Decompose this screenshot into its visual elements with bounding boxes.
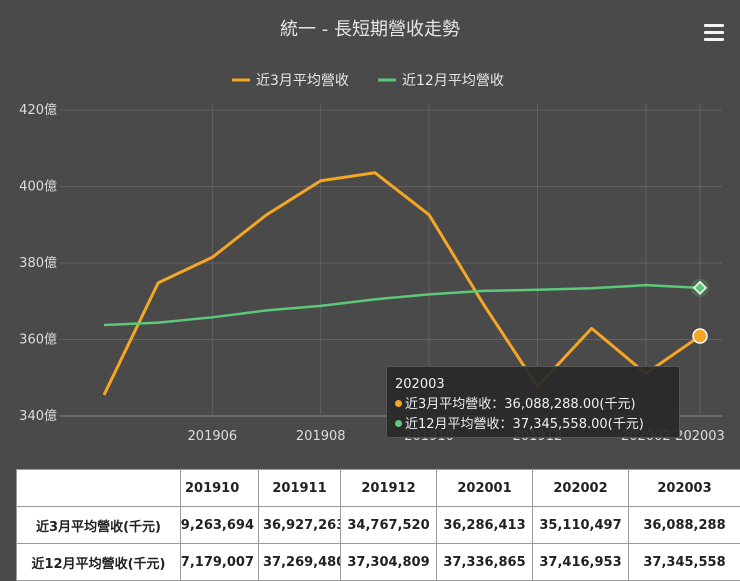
tooltip-row-12m: 近12月平均營收：37,345,558.00(千元) [395,415,671,435]
y-tick-label: 360億 [19,332,57,348]
series-dot-icon [395,400,402,407]
x-tick-label: 201906 [188,429,238,444]
chart-area: 統一 - 長短期營收走勢 近3月平均營收 近12月平均營收 340億 360億 380… [0,0,740,450]
hamburger-menu-icon[interactable] [704,24,724,42]
table-cell: 37,416,953 [533,544,629,581]
data-table: 201910 201911 201912 202001 202002 20200… [16,469,740,581]
table-header-cell [17,470,181,507]
table-cell: 37,304,809 [341,544,437,581]
y-tick-label: 420億 [19,102,57,118]
table-header-cell: 201912 [341,470,437,507]
x-tick-label: 201908 [296,429,346,444]
y-tick-label: 340億 [19,408,57,424]
table-row: 近12月平均營收(千元) 37,179,007 37,269,480 37,30… [17,544,740,581]
table-cell: 36,286,413 [437,507,533,544]
table-cell: 37,345,558 [629,544,740,581]
table-cell: 36,927,263 [259,507,341,544]
table-cell: 35,110,497 [533,507,629,544]
legend-label: 近3月平均營收 [256,73,349,89]
series-line-12m [104,285,700,325]
table-header-cell: 202003 [629,470,740,507]
table-cell: 34,767,520 [341,507,437,544]
table-cell: 36,088,288 [629,507,740,544]
table-row-label: 近3月平均營收(千元) [17,507,181,544]
table-row-label: 近12月平均營收(千元) [17,544,181,581]
y-tick-label: 400億 [19,179,57,195]
legend-item-12m: 近12月平均營收 [378,73,504,89]
tooltip-title: 202003 [395,375,671,395]
table-header-cell: 201911 [259,470,341,507]
table-cell: 37,269,480 [259,544,341,581]
tooltip-text-3m: 近3月平均營收：36,088,288.00(千元) [405,397,636,412]
table-cell: 37,179,007 [181,544,259,581]
tooltip: 202003 近3月平均營收：36,088,288.00(千元) 近12月平均營… [386,366,680,438]
legend-label: 近12月平均營收 [402,73,504,89]
hover-marker-3m [693,329,707,343]
y-tick-label: 380億 [19,255,57,271]
chart-title: 統一 - 長短期營收走勢 [280,19,460,40]
table-header-cell: 201910 [181,470,259,507]
series-line-3m [104,173,700,395]
tooltip-row-3m: 近3月平均營收：36,088,288.00(千元) [395,395,671,415]
legend-item-3m: 近3月平均營收 [232,73,349,89]
x-tick-label: 202003 [675,429,725,444]
table-cell: 39,263,694 [181,507,259,544]
table-header-cell: 202002 [533,470,629,507]
series-group [104,173,700,395]
legend[interactable]: 近3月平均營收 近12月平均營收 [232,73,504,89]
table-cell: 37,336,865 [437,544,533,581]
tooltip-text-12m: 近12月平均營收：37,345,558.00(千元) [405,417,644,432]
table-row: 近3月平均營收(千元) 39,263,694 36,927,263 34,767… [17,507,740,544]
table-header-row: 201910 201911 201912 202001 202002 20200… [17,470,740,507]
table-header-cell: 202001 [437,470,533,507]
y-axis: 340億 360億 380億 400億 420億 [19,102,57,424]
series-dot-icon [395,420,402,427]
